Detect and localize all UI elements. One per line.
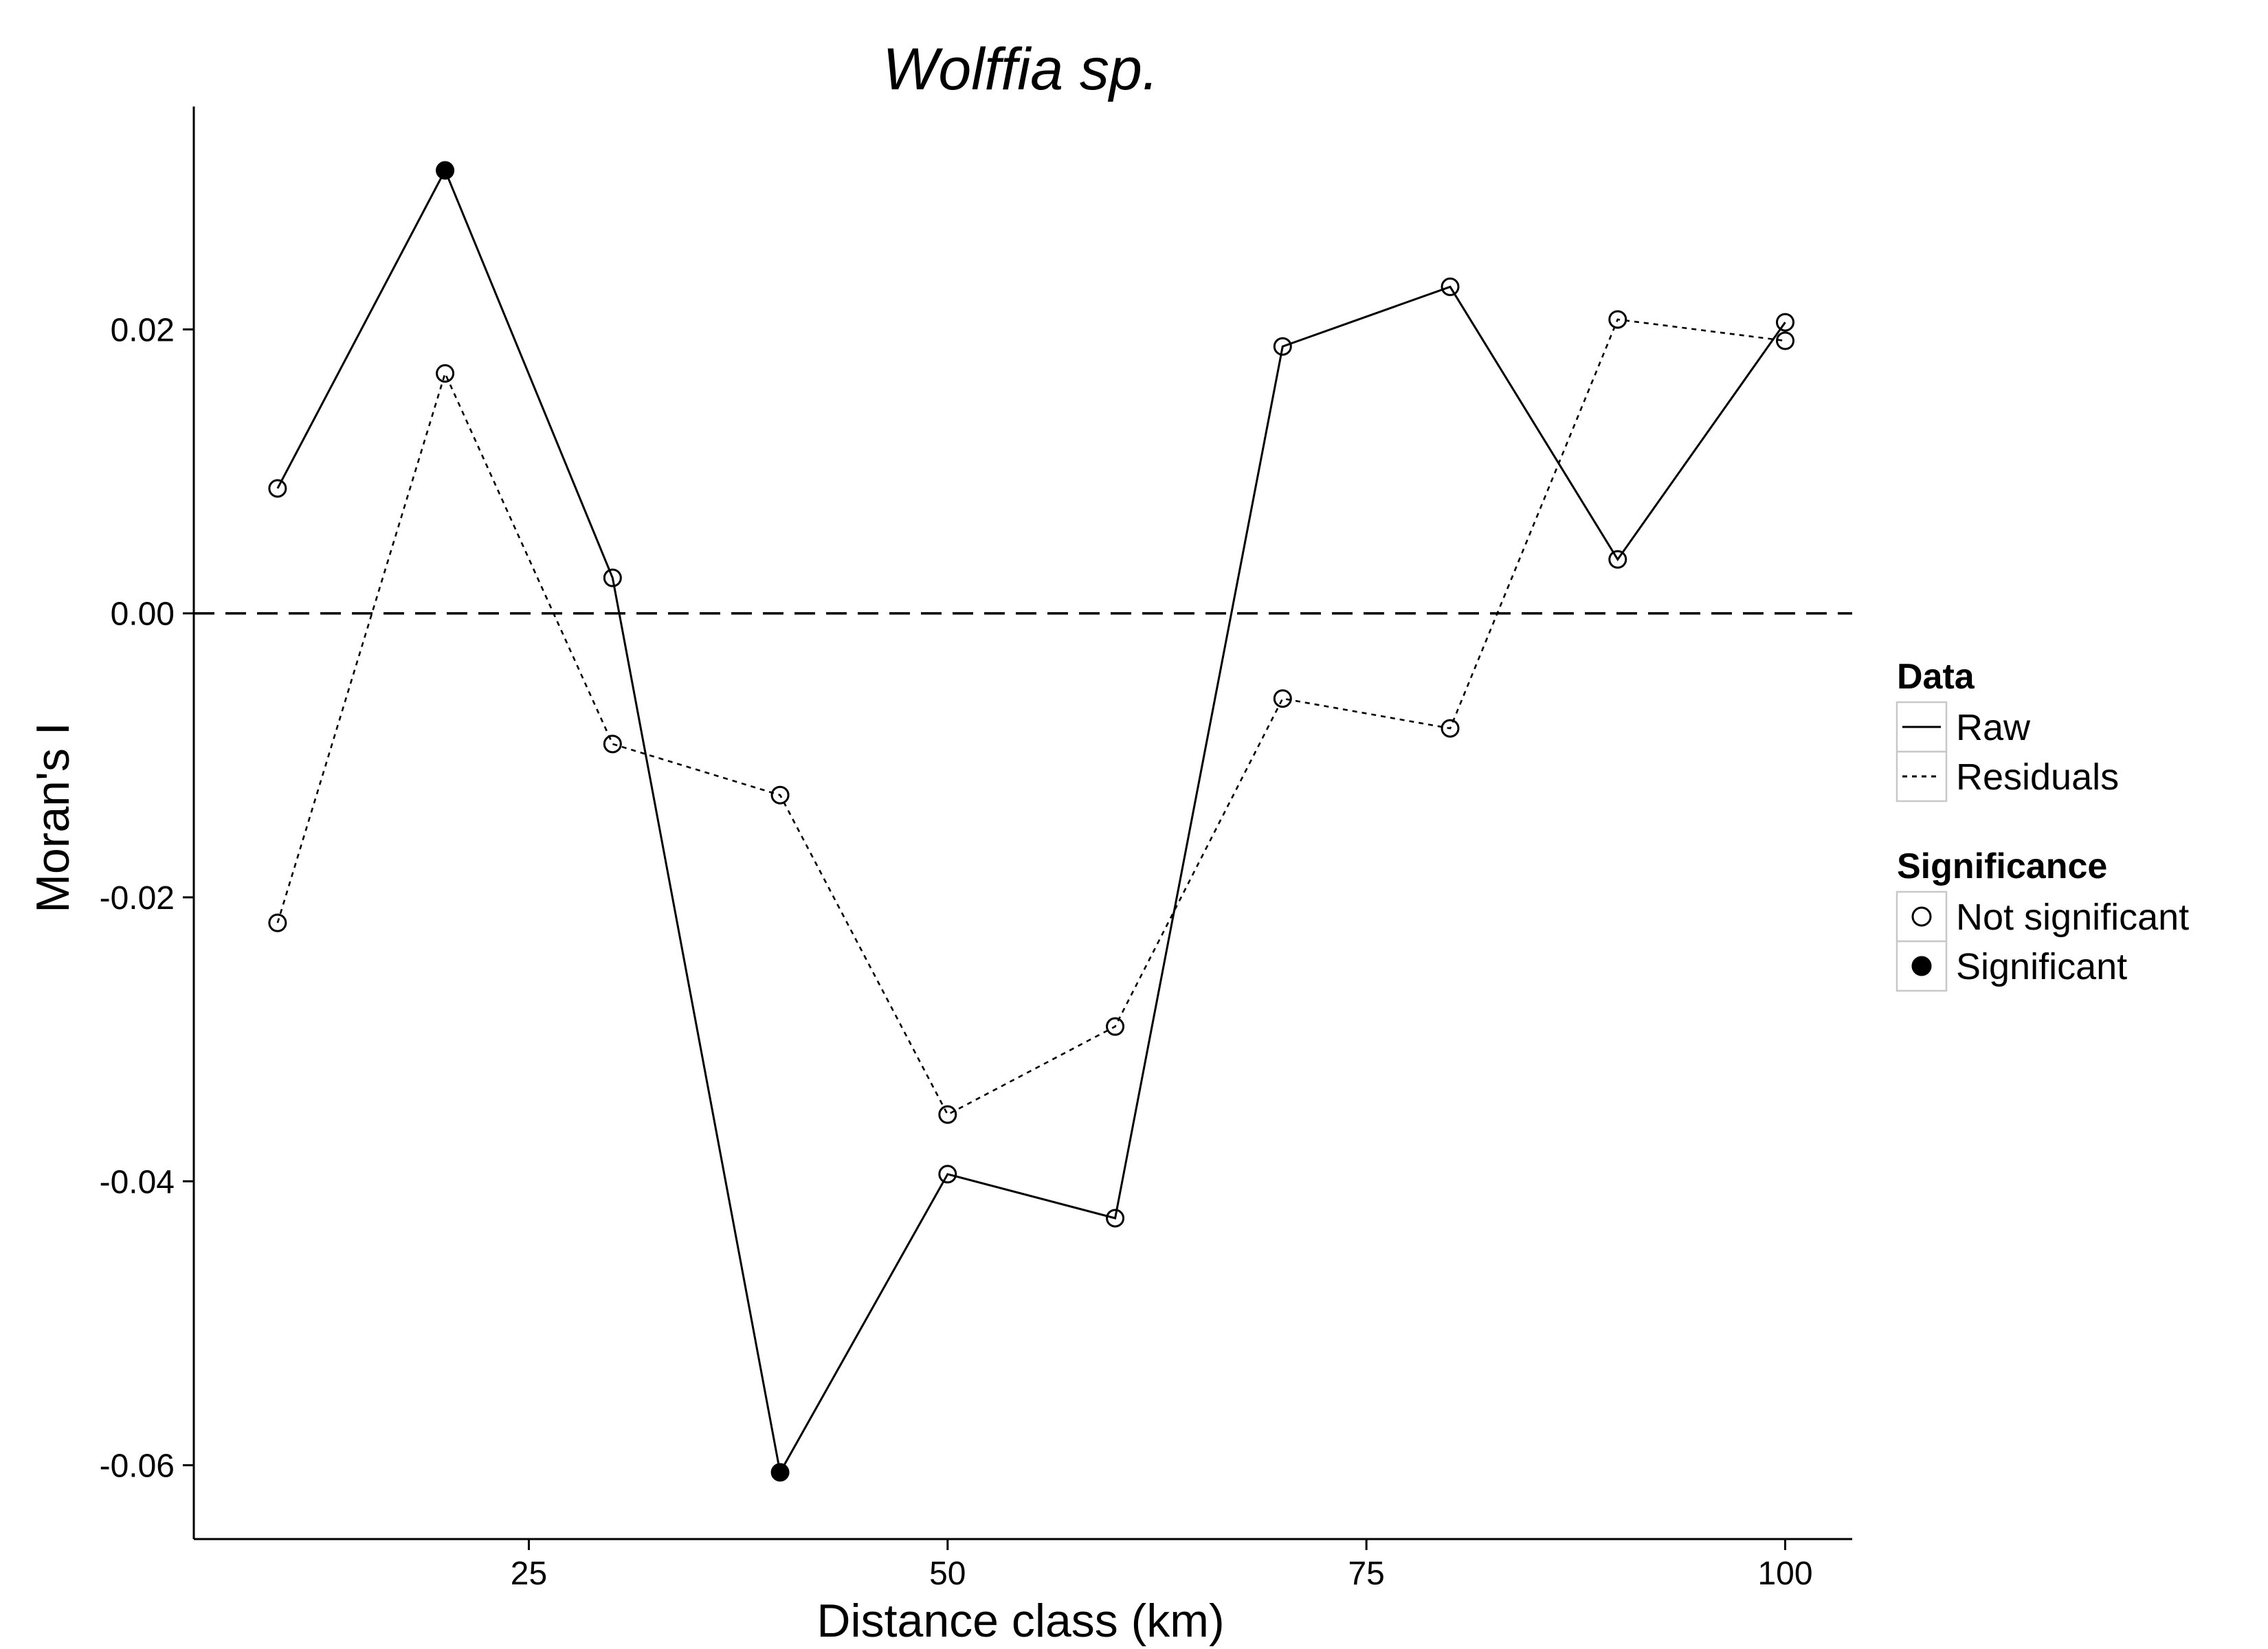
legend-label-open-circle: Not significant xyxy=(1956,897,2189,938)
data-point-residuals xyxy=(1608,310,1627,329)
plot-data xyxy=(194,161,1852,1482)
data-point-raw xyxy=(770,1463,790,1482)
data-point-residuals xyxy=(436,363,455,383)
legend-label-residuals: Residuals xyxy=(1956,756,2119,798)
series-line-raw xyxy=(276,168,1786,1476)
axes: 25 50 75 100 -0.06 -0.04 -0.02 0.00 0.02 xyxy=(100,106,1852,1592)
y-tick-label: 0.00 xyxy=(111,596,175,633)
data-point-raw xyxy=(938,1165,957,1184)
x-tick-label: 100 xyxy=(1757,1556,1812,1592)
data-point-raw xyxy=(1608,550,1627,569)
data-point-residuals xyxy=(938,1105,957,1124)
legend-marker-filled-circle xyxy=(1911,956,1932,976)
legend-marker-open-circle xyxy=(1911,906,1932,927)
y-tick-label: -0.02 xyxy=(100,880,175,917)
data-point-residuals xyxy=(1441,719,1460,738)
data-point-residuals xyxy=(603,734,622,754)
y-tick-label: -0.04 xyxy=(100,1164,175,1200)
data-point-raw xyxy=(436,161,455,180)
data-point-raw xyxy=(268,479,287,498)
data-point-raw xyxy=(1441,277,1460,296)
data-point-raw xyxy=(1106,1209,1125,1228)
data-point-residuals xyxy=(1776,331,1795,350)
y-axis-title: Moran's I xyxy=(27,722,79,913)
legend-title-significance: Significance xyxy=(1897,846,2107,886)
x-tick-label: 75 xyxy=(1348,1556,1384,1592)
x-tick-label: 50 xyxy=(929,1556,966,1592)
x-axis-title: Distance class (km) xyxy=(816,1595,1224,1647)
data-point-residuals xyxy=(1106,1017,1125,1036)
data-point-raw xyxy=(1776,313,1795,332)
x-tick-label: 25 xyxy=(511,1556,547,1592)
data-point-residuals xyxy=(268,913,287,932)
series-line-residuals xyxy=(276,318,1786,1116)
legend-title-data: Data xyxy=(1897,657,1975,697)
data-point-raw xyxy=(603,568,622,587)
y-tick-label: 0.02 xyxy=(111,312,175,348)
data-point-residuals xyxy=(1273,689,1292,708)
chart-title: Wolffia sp. xyxy=(882,36,1158,102)
legend-label-raw: Raw xyxy=(1956,707,2031,748)
data-point-raw xyxy=(1273,337,1292,356)
data-point-residuals xyxy=(770,785,790,805)
legend: Data Raw Residuals Significance Not signific… xyxy=(1895,657,2189,992)
legend-label-filled-circle: Significant xyxy=(1956,946,2127,987)
y-tick-label: -0.06 xyxy=(100,1448,175,1485)
labels: Wolffia sp. Distance class (km) Moran's … xyxy=(27,36,1225,1647)
